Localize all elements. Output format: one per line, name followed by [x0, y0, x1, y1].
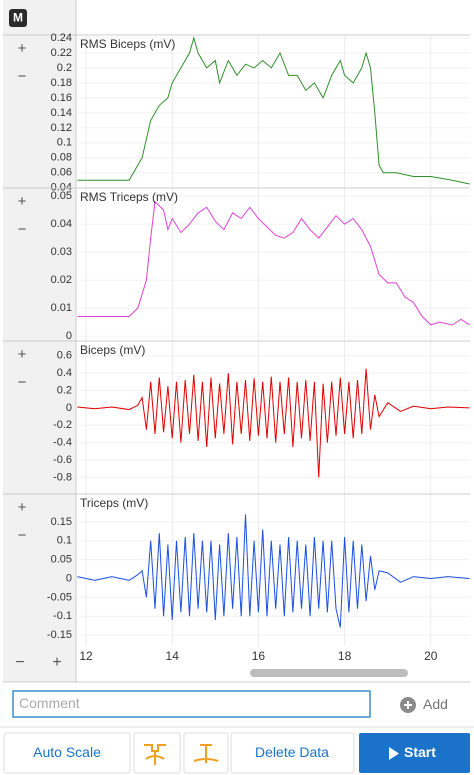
y-tick-label: 0.2: [57, 62, 72, 74]
y-tick-label: 0.05: [51, 554, 72, 566]
x-tick-label: 16: [252, 649, 266, 663]
y-tick-label: 0.1: [57, 137, 72, 149]
zoom-out-button[interactable]: −: [18, 527, 27, 544]
channel-title: Triceps (mV): [80, 496, 148, 510]
y-tick-label: 0.01: [51, 302, 72, 314]
y-tick-label: 0.2: [57, 384, 72, 396]
y-tick-label: 0: [66, 402, 72, 414]
icon-button-1[interactable]: [133, 732, 181, 774]
y-tick-label: 0.03: [51, 246, 72, 258]
start-label: Start: [404, 744, 436, 760]
zoom-out-button[interactable]: −: [18, 221, 27, 238]
y-tick-label: -0.8: [53, 471, 72, 483]
x-tick-label: 12: [79, 649, 93, 663]
zoom-in-button[interactable]: +: [18, 40, 27, 57]
y-tick-label: 0: [66, 572, 72, 584]
time-zoom-out[interactable]: −: [15, 654, 24, 671]
add-button[interactable]: Add: [423, 696, 448, 712]
play-icon: [389, 747, 399, 760]
y-tick-label: 0.16: [51, 92, 72, 104]
y-tick-label: 0.18: [51, 77, 72, 89]
y-tick-label: 0.08: [51, 152, 72, 164]
y-tick-label: -0.1: [53, 610, 72, 622]
signal-trace: [77, 200, 470, 326]
delete-data-label: Delete Data: [255, 744, 329, 760]
icon-2: [193, 744, 219, 763]
y-tick-label: 0.15: [51, 516, 72, 528]
y-tick-label: 0.04: [51, 218, 72, 230]
y-tick-label: 0.14: [51, 107, 72, 119]
y-tick-label: -0.15: [47, 629, 72, 641]
y-tick-label: 0: [66, 330, 72, 342]
marker-label: M: [13, 11, 23, 25]
y-tick-label: 0.02: [51, 274, 72, 286]
y-tick-label: -0.05: [47, 591, 72, 603]
add-icon-plus: [404, 701, 412, 709]
comment-input[interactable]: [12, 690, 371, 718]
signal-trace: [77, 36, 470, 185]
y-tick-label: 0.06: [51, 167, 72, 179]
y-tick-label: -0.2: [53, 419, 72, 431]
comment-placeholder: Comment: [19, 695, 80, 711]
auto-scale-button[interactable]: [3, 732, 131, 774]
y-tick-label: -0.6: [53, 454, 72, 466]
start-button[interactable]: [359, 733, 470, 773]
y-tick-label: 0.6: [57, 350, 72, 362]
zoom-out-button[interactable]: −: [18, 374, 27, 391]
y-tick-label: 0.12: [51, 122, 72, 134]
scrollbar[interactable]: [250, 669, 408, 677]
signal-trace: [77, 368, 470, 478]
x-tick-label: 20: [424, 649, 438, 663]
y-tick-label: 0.24: [51, 32, 72, 44]
y-tick-label: 0.22: [51, 47, 72, 59]
zoom-in-button[interactable]: +: [18, 346, 27, 363]
channel-title: RMS Biceps (mV): [80, 37, 175, 51]
plot-area: [77, 35, 470, 646]
time-zoom-in[interactable]: +: [52, 654, 61, 671]
x-tick-label: 14: [166, 649, 180, 663]
x-tick-label: 18: [338, 649, 352, 663]
y-tick-label: 0.05: [51, 190, 72, 202]
icon-1: [144, 744, 166, 765]
auto-scale-label: Auto Scale: [33, 744, 101, 760]
delete-data-button[interactable]: [230, 732, 355, 774]
channel-title: Biceps (mV): [80, 343, 145, 357]
y-tick-label: 0.4: [57, 367, 72, 379]
marker-button[interactable]: [9, 9, 27, 27]
signal-trace: [77, 514, 470, 628]
y-tick-label: 0.1: [57, 535, 72, 547]
y-tick-label: -0.4: [53, 437, 72, 449]
channel-title: RMS Triceps (mV): [80, 190, 178, 204]
zoom-in-button[interactable]: +: [18, 193, 27, 210]
zoom-in-button[interactable]: +: [18, 499, 27, 516]
zoom-out-button[interactable]: −: [18, 68, 27, 85]
